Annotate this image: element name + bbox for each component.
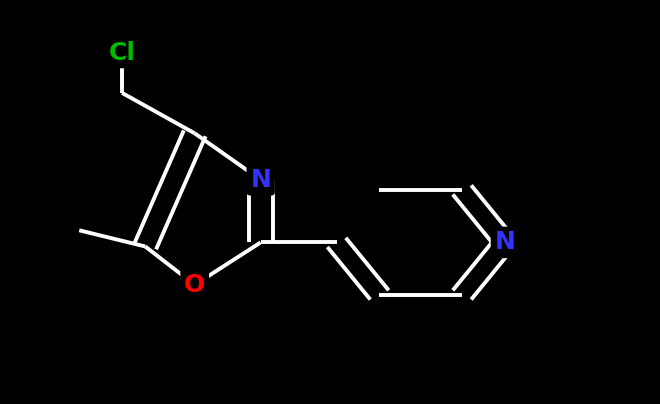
Text: Cl: Cl	[109, 40, 135, 65]
Text: O: O	[184, 273, 205, 297]
Text: N: N	[494, 230, 515, 255]
Text: N: N	[250, 168, 271, 192]
